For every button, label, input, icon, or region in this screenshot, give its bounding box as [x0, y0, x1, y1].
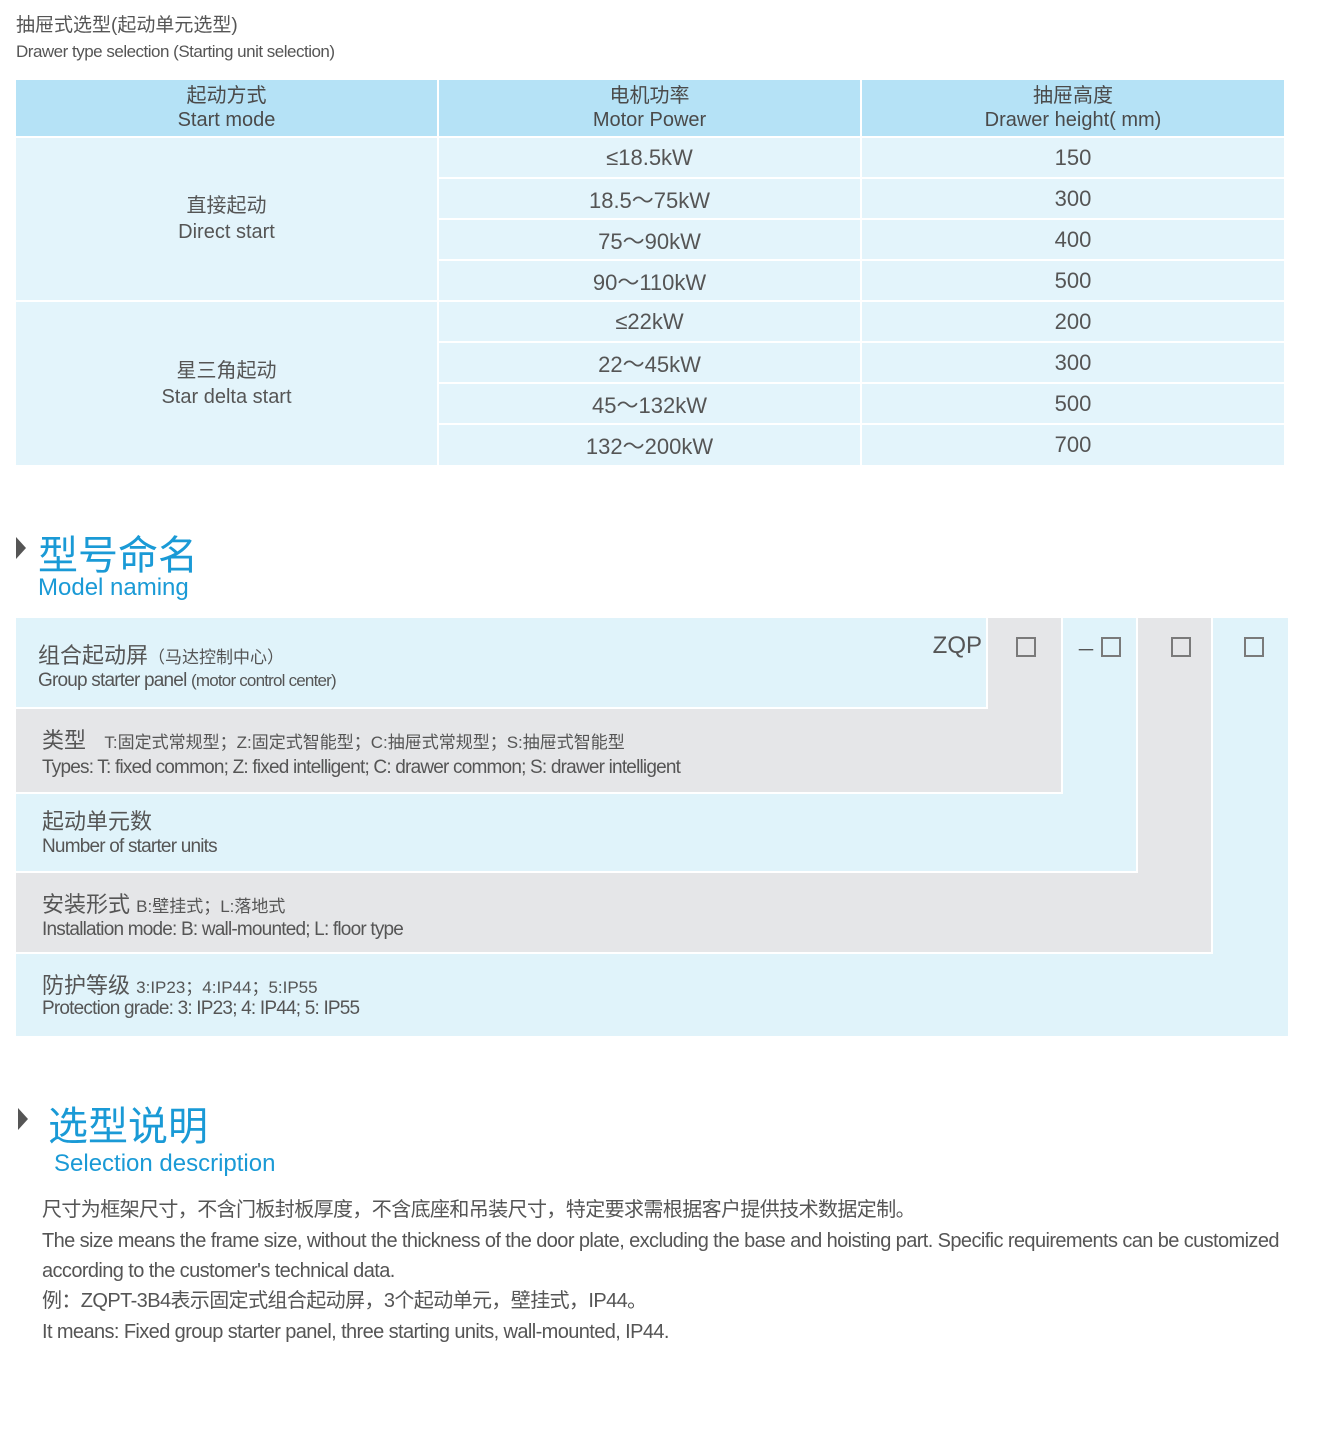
section-title-cn: 型号命名	[38, 534, 198, 578]
table-row: 132～200kW 700	[16, 423, 1284, 465]
power-cell: 132～200kW	[438, 423, 862, 465]
power-cell: ≤18.5kW	[438, 136, 862, 178]
table-row: 45～132kW 500	[16, 382, 1284, 424]
naming-row-install: 安装形式 B:壁挂式；L:落地式 Installation mode: B: w…	[16, 873, 1211, 952]
start-mode-cell: 星三角起动 Star delta start	[16, 300, 439, 465]
start-mode-cell: 直接起动 Direct start	[16, 136, 439, 301]
power-cell: 75～90kW	[438, 218, 862, 260]
table-row: 90～110kW 500	[16, 259, 1284, 301]
table-row: 75～90kW 400	[16, 218, 1284, 260]
protection-placeholder-box	[1244, 637, 1264, 657]
table-row: 直接起动 Direct start ≤18.5kW 150	[16, 136, 1284, 301]
power-cell: 90～110kW	[438, 259, 862, 301]
column-header: 抽屉高度 Drawer height( mm)	[861, 80, 1284, 137]
column-header: 起动方式 Start mode	[16, 80, 439, 137]
description-line: It means: Fixed group starter panel, thr…	[42, 1321, 669, 1343]
prefix-code: ZQP	[932, 632, 982, 659]
power-cell: ≤22kW	[438, 300, 862, 342]
power-cell: 22～45kW	[438, 341, 862, 383]
table-header: 起动方式 Start mode 电机功率 Motor Power 抽屉高度 Drawe…	[16, 80, 1284, 137]
section-title-en: Model naming	[38, 574, 189, 601]
height-cell: 300	[861, 341, 1284, 383]
naming-row-units: 起动单元数 Number of starter units	[16, 794, 1136, 871]
page-title-cn: 抽屉式选型(起动单元选型)	[16, 15, 238, 36]
table-row: 星三角起动 Star delta start ≤22kW 200	[16, 300, 1284, 465]
section-title-cn: 选型说明	[48, 1105, 208, 1149]
description-line: The size means the frame size, without t…	[42, 1230, 1279, 1282]
height-cell: 500	[861, 259, 1284, 301]
page-title-en: Drawer type selection (Starting unit sel…	[16, 42, 335, 61]
section-arrow-icon	[18, 1108, 28, 1130]
type-placeholder-box	[1016, 637, 1036, 657]
section-title-en: Selection description	[54, 1150, 276, 1177]
naming-row-panel: 组合起动屏（马达控制中心） Group starter panel (motor…	[16, 618, 986, 707]
column-header: 电机功率 Motor Power	[438, 80, 862, 137]
units-placeholder-box	[1101, 637, 1121, 657]
table-row: 18.5～75kW 300	[16, 177, 1284, 219]
height-cell: 300	[861, 177, 1284, 219]
description-line: 尺寸为框架尺寸，不含门板封板厚度，不含底座和吊装尺寸，特定要求需根据客户提供技术…	[42, 1199, 916, 1221]
height-cell: 150	[861, 136, 1284, 178]
naming-row-protection: 防护等级 3:IP23；4:IP44；5:IP55 Protection gra…	[16, 954, 1288, 1036]
drawer-selection-table: 起动方式 Start mode 电机功率 Motor Power 抽屉高度 Drawe…	[16, 80, 1284, 465]
height-cell: 500	[861, 382, 1284, 424]
power-cell: 45～132kW	[438, 382, 862, 424]
install-placeholder-box	[1171, 637, 1191, 657]
height-cell: 700	[861, 423, 1284, 465]
height-cell: 400	[861, 218, 1284, 260]
table-row: 22～45kW 300	[16, 341, 1284, 383]
description-line: 例：ZQPT-3B4表示固定式组合起动屏，3个起动单元，壁挂式，IP44。	[42, 1290, 647, 1312]
dash-separator: －	[1076, 640, 1096, 662]
section-arrow-icon	[16, 537, 26, 559]
height-cell: 200	[861, 300, 1284, 342]
naming-row-type: 类型 T:固定式常规型；Z:固定式智能型；C:抽屉式常规型；S:抽屉式智能型 T…	[16, 709, 1061, 792]
power-cell: 18.5～75kW	[438, 177, 862, 219]
